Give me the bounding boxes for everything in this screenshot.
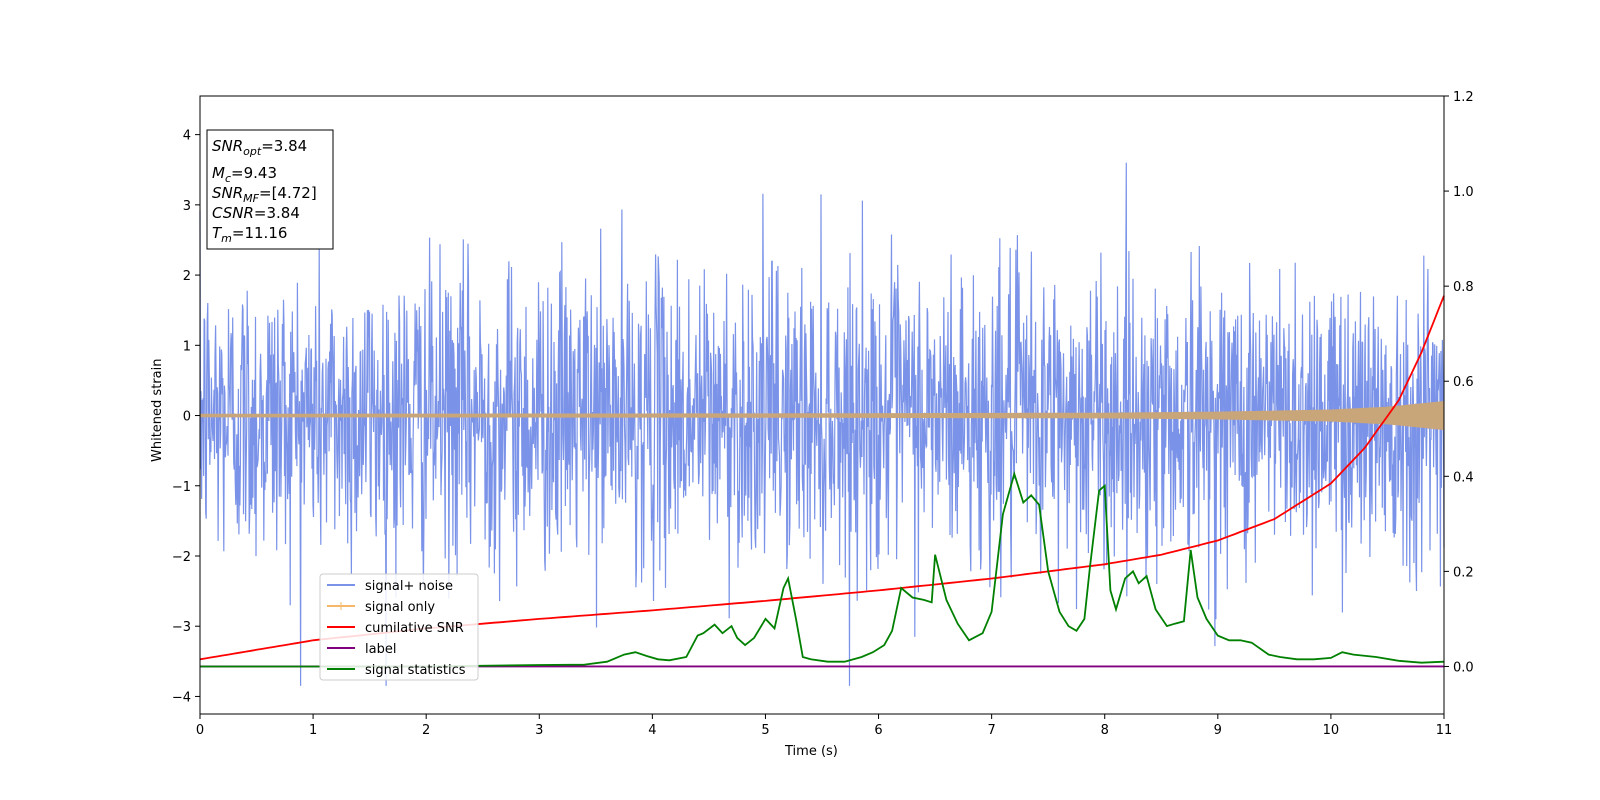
y-left-tick-label: −1	[172, 480, 191, 495]
plot-frame	[199, 95, 1445, 715]
legend-frame	[319, 573, 479, 681]
y-left-tick-label: −2	[172, 550, 191, 565]
x-tick-label: 3	[535, 723, 543, 738]
legend-item-cumulative-snr: cumilative SNR	[327, 621, 464, 636]
y-right-tick-label: 0.8	[1453, 280, 1474, 295]
x-tick-label: 9	[1214, 723, 1222, 738]
annotation-tm: Tm=11.16	[212, 224, 287, 245]
axes-layer: 0 1 2 3 4 5 6 7 8 9 10 11 −4 −3 −2 −1 0 1 2 3 4 0.0 0.2 0.4 0.6 0…	[172, 90, 1474, 738]
y-right-tick-label: 1.2	[1453, 90, 1474, 105]
y-right-tick-label: 0.2	[1453, 565, 1474, 580]
x-tick-label: 4	[648, 723, 656, 738]
y-right-tick-label: 1.0	[1453, 185, 1474, 200]
y-right-tick-label: 0.6	[1453, 375, 1474, 390]
annotation-mc: Mc=9.43	[212, 164, 277, 185]
x-tick-label: 11	[1436, 723, 1453, 738]
annotation-snr-opt: SNRopt=3.84	[212, 137, 307, 158]
x-tick-label: 1	[309, 723, 317, 738]
legend-item-signal-statistics: signal statistics	[327, 663, 466, 678]
x-tick-label: 2	[422, 723, 430, 738]
x-tick-label: 10	[1323, 723, 1340, 738]
y-right-tick-label: 0.0	[1453, 660, 1474, 675]
x-tick-label: 5	[761, 723, 769, 738]
legend-item-signal-noise: signal+ noise	[327, 579, 453, 594]
y-right-tick-label: 0.4	[1453, 470, 1474, 485]
y-left-tick-label: 2	[183, 269, 191, 284]
y-left-tick-label: −3	[172, 620, 191, 635]
y-left-tick-label: 3	[183, 199, 191, 214]
legend-label: signal+ noise	[365, 579, 453, 594]
x-tick-label: 6	[874, 723, 882, 738]
x-tick-label: 0	[196, 723, 204, 738]
x-tick-label: 8	[1101, 723, 1109, 738]
x-axis-label: Time (s)	[784, 744, 838, 759]
legend-label: label	[365, 642, 396, 657]
y-axis-label: Whitened strain	[150, 359, 165, 462]
legend-label: signal statistics	[365, 663, 466, 678]
y-left-tick-label: −4	[172, 690, 191, 705]
legend: signal+ noise signal only cumilative SNR…	[319, 573, 479, 681]
legend-item-signal-only: signal only	[327, 600, 435, 615]
y-left-tick-label: 0	[183, 410, 191, 425]
stats-annotation-box: SNRopt=3.84 Mc=9.43 SNRMF=[4.72] CSNR=3.…	[206, 129, 334, 250]
annotation-snr-mf: SNRMF=[4.72]	[212, 184, 317, 205]
legend-item-label: label	[327, 642, 396, 657]
y-left-tick-label: 4	[183, 129, 191, 144]
x-tick-label: 7	[987, 723, 995, 738]
series-signal-noise	[199, 162, 1445, 686]
legend-label: signal only	[365, 600, 435, 615]
legend-label: cumilative SNR	[365, 621, 464, 636]
annotation-csnr: CSNR=3.84	[212, 204, 300, 222]
series-signal-statistics	[200, 470, 1445, 668]
annotation-frame	[206, 129, 334, 250]
y-left-tick-label: 1	[183, 339, 191, 354]
